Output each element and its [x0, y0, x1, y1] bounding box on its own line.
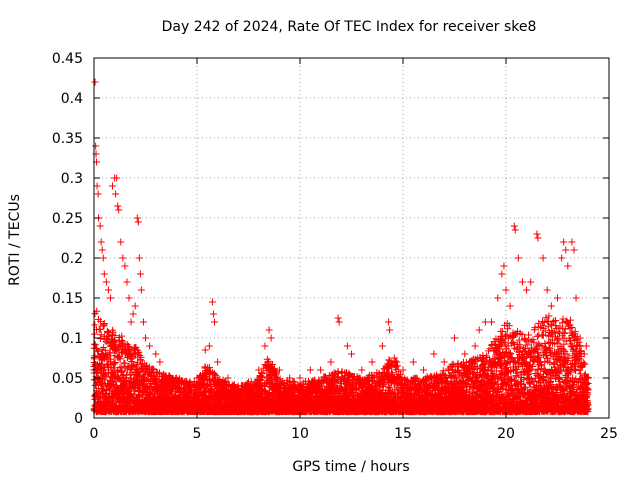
data-point	[135, 348, 143, 356]
data-point	[91, 352, 99, 360]
data-point	[111, 332, 119, 340]
data-point	[123, 366, 131, 374]
data-point	[116, 355, 124, 363]
data-point	[106, 349, 114, 357]
data-point	[91, 321, 99, 329]
data-points	[90, 78, 592, 416]
data-point	[180, 384, 188, 392]
data-point	[117, 367, 125, 375]
data-point	[118, 363, 126, 371]
data-point	[130, 345, 138, 353]
data-point	[96, 325, 104, 333]
data-point	[141, 377, 149, 385]
data-point	[97, 331, 105, 339]
data-point	[104, 328, 112, 336]
data-point	[115, 354, 123, 362]
data-point	[132, 361, 140, 369]
data-point	[100, 319, 108, 327]
data-point	[97, 317, 105, 325]
data-point	[137, 353, 145, 361]
data-point	[152, 377, 160, 385]
data-point	[91, 341, 99, 349]
data-point	[116, 364, 124, 372]
data-point	[128, 354, 136, 362]
data-point	[94, 347, 102, 355]
data-point	[110, 360, 118, 368]
data-point	[91, 330, 99, 338]
data-point	[106, 384, 114, 392]
chart-title: Day 242 of 2024, Rate Of TEC Index for r…	[162, 19, 537, 35]
data-point	[156, 369, 164, 377]
data-point	[111, 359, 119, 367]
data-point	[118, 372, 126, 380]
data-point	[132, 343, 140, 351]
data-point	[95, 388, 103, 396]
grid-lines	[94, 58, 609, 418]
data-point	[91, 340, 99, 348]
